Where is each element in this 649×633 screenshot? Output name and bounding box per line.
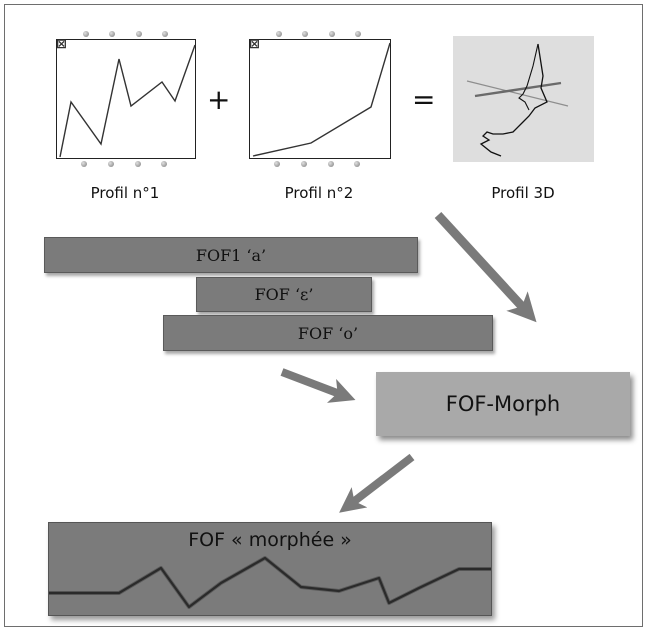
- fof-morph-label: FOF-Morph: [445, 392, 561, 416]
- fof-bar-a-label: FOF1 ‘a’: [195, 245, 267, 265]
- equals-sign: =: [412, 83, 436, 116]
- fof-bar-a: FOF1 ‘a’: [44, 237, 418, 273]
- morphed-waveform: [49, 556, 491, 609]
- profile-1-caption: Profil n°1: [90, 184, 160, 202]
- profile-2-caption: Profil n°2: [284, 184, 354, 202]
- handle-dot[interactable]: [81, 161, 87, 167]
- handle-dot[interactable]: [108, 161, 114, 167]
- handle-dot[interactable]: [301, 161, 307, 167]
- arrow-profile-to-morph: [434, 211, 537, 323]
- handle-dot[interactable]: [135, 161, 141, 167]
- plus-sign: +: [207, 83, 231, 116]
- morphed-fof-box: FOF « morphée »: [48, 522, 492, 616]
- handle-dot[interactable]: [274, 161, 280, 167]
- figure-frame: [4, 4, 643, 627]
- fof-bar-epsilon-label: FOF ‘ε’: [254, 285, 314, 304]
- handle-dot[interactable]: [329, 31, 335, 37]
- handle-dot[interactable]: [109, 31, 115, 37]
- profile-3d-curve: [466, 43, 569, 157]
- fof-bar-o-label: FOF ‘o’: [297, 323, 359, 343]
- close-icon[interactable]: ⊠: [56, 37, 67, 52]
- morphed-fof-title: FOF « morphée »: [188, 529, 352, 551]
- profile-3d-caption: Profil 3D: [491, 184, 555, 202]
- fof-bar-epsilon: FOF ‘ε’: [196, 277, 372, 312]
- handle-dot[interactable]: [83, 31, 89, 37]
- arrow-bars-to-morph: [280, 368, 356, 403]
- profile-1-curve: [59, 44, 196, 158]
- close-icon[interactable]: ⊠: [249, 37, 260, 52]
- fof-morph-box: FOF-Morph: [376, 372, 630, 436]
- profile-1-panel: [56, 39, 196, 159]
- handle-dot[interactable]: [276, 31, 282, 37]
- fof-bar-o: FOF ‘o’: [163, 315, 493, 351]
- profile-2-curve: [252, 42, 391, 157]
- profile-2-panel: [249, 39, 391, 159]
- handle-dot[interactable]: [328, 161, 334, 167]
- handle-dot[interactable]: [355, 31, 361, 37]
- handle-dot[interactable]: [162, 31, 168, 37]
- handle-dot[interactable]: [161, 161, 167, 167]
- arrow-morph-to-result: [339, 453, 415, 513]
- profile-3d-panel: [453, 36, 594, 162]
- handle-dot[interactable]: [136, 31, 142, 37]
- handle-dot[interactable]: [354, 161, 360, 167]
- handle-dot[interactable]: [302, 31, 308, 37]
